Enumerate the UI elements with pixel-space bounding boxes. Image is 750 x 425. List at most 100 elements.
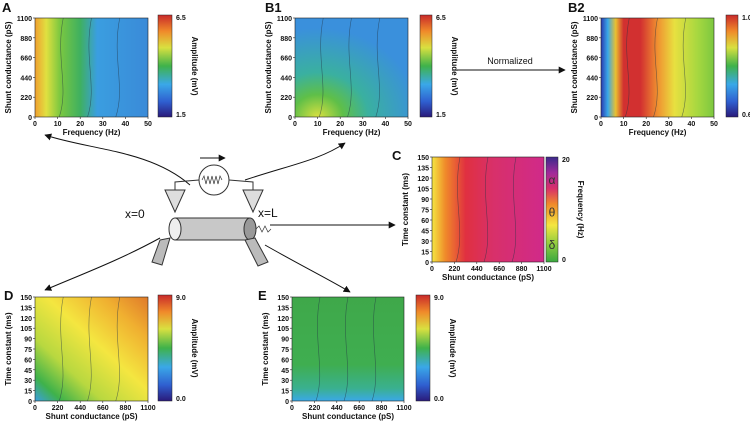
colorbar-label: Amplitude (mV) <box>190 318 199 377</box>
y-tick-label: 15 <box>281 389 289 396</box>
y-tick-label: 880 <box>586 36 598 43</box>
x-axis-label: Shunt conductance (pS) <box>46 412 138 421</box>
colorbar-tick-label: 6.5 <box>176 15 186 22</box>
contour <box>483 156 489 263</box>
colorbar <box>545 156 559 263</box>
y-tick-label: 660 <box>20 56 32 63</box>
x-tick-label: 40 <box>122 121 130 128</box>
x-tick-label: 0 <box>33 121 37 128</box>
y-tick-label: 45 <box>281 368 289 375</box>
x-tick-label: 1100 <box>140 405 155 412</box>
y-tick-label: 90 <box>24 337 32 344</box>
x-tick-label: 10 <box>54 121 62 128</box>
y-tick-label: 150 <box>417 155 429 162</box>
panel-label: E <box>258 288 267 303</box>
panel-label: A <box>2 0 12 15</box>
colorbar-label: Amplitude (mV) <box>190 36 199 95</box>
x-tick-label: 880 <box>516 266 528 273</box>
colorbar-symbol: δ <box>549 238 556 252</box>
x-tick-label: 0 <box>290 405 294 412</box>
y-tick-label: 105 <box>417 187 429 194</box>
colorbar <box>157 294 173 402</box>
y-tick-label: 1100 <box>583 16 598 23</box>
x-tick-label: 220 <box>52 405 64 412</box>
x-tick-label: 0 <box>33 405 37 412</box>
x-tick-label: 20 <box>642 121 650 128</box>
y-axis-label: Time constant (ms) <box>4 312 13 386</box>
x-tick-label: 30 <box>99 121 107 128</box>
contour <box>115 17 121 118</box>
y-tick-label: 15 <box>24 389 32 396</box>
contour <box>371 296 377 402</box>
colorbar-tick-label: 1.5 <box>436 112 446 119</box>
colorbar-tick-label: 20 <box>562 157 570 164</box>
x-tick-label: 50 <box>404 121 412 128</box>
y-tick-label: 90 <box>421 197 429 204</box>
contour <box>115 296 121 402</box>
colorbar <box>725 14 739 118</box>
colorbar-tick-label: 6.5 <box>436 15 446 22</box>
panel-label: C <box>392 148 402 163</box>
colorbar-tick-label: 9.0 <box>434 295 444 302</box>
y-tick-label: 220 <box>280 95 292 102</box>
y-tick-label: 75 <box>421 208 429 215</box>
contour <box>624 17 630 118</box>
x-tick-label: 20 <box>336 121 344 128</box>
contour <box>315 296 321 402</box>
schematic: x=0 x=L <box>44 133 396 293</box>
heatmap <box>34 17 149 118</box>
y-axis-label: Shunt conductance (pS) <box>4 21 13 113</box>
y-tick-label: 120 <box>417 176 429 183</box>
contour <box>343 296 349 402</box>
y-tick-label: 15 <box>421 250 429 257</box>
x-tick-label: 30 <box>665 121 673 128</box>
x-tick-label: 1100 <box>396 405 411 412</box>
right-label: x=L <box>258 206 278 220</box>
contour <box>58 296 64 402</box>
y-axis-label: Time constant (ms) <box>401 173 410 247</box>
contour <box>375 17 381 118</box>
y-tick-label: 150 <box>20 295 32 302</box>
y-tick-label: 660 <box>280 56 292 63</box>
contour <box>87 17 92 118</box>
y-tick-label: 120 <box>277 316 289 323</box>
y-tick-label: 90 <box>281 337 289 344</box>
y-tick-label: 60 <box>24 357 32 364</box>
heatmap <box>600 17 715 118</box>
x-tick-label: 440 <box>331 405 343 412</box>
x-tick-label: 220 <box>449 266 461 273</box>
x-tick-label: 10 <box>314 121 322 128</box>
heatmap <box>34 296 149 402</box>
x-tick-label: 10 <box>620 121 628 128</box>
x-tick-label: 660 <box>97 405 109 412</box>
x-tick-label: 50 <box>710 121 718 128</box>
x-axis-label: Frequency (Hz) <box>323 128 381 137</box>
x-tick-label: 20 <box>76 121 84 128</box>
y-tick-label: 105 <box>277 326 289 333</box>
colorbar-label: Frequency (Hz) <box>576 181 585 239</box>
colorbar-tick-label: 1.0 <box>742 15 750 22</box>
panel-label: D <box>4 288 13 303</box>
colorbar-label: Amplitude (mV) <box>450 36 459 95</box>
panel-label: B1 <box>265 0 282 15</box>
x-tick-label: 30 <box>359 121 367 128</box>
y-tick-label: 440 <box>280 75 292 82</box>
y-tick-label: 660 <box>586 56 598 63</box>
left-label: x=0 <box>125 207 145 221</box>
x-tick-label: 40 <box>382 121 390 128</box>
y-tick-label: 880 <box>280 36 292 43</box>
y-tick-label: 30 <box>281 378 289 385</box>
x-tick-label: 660 <box>353 405 365 412</box>
x-tick-label: 880 <box>120 405 132 412</box>
x-axis-label: Frequency (Hz) <box>629 128 687 137</box>
arrow-label: Normalized <box>487 56 533 66</box>
x-tick-label: 0 <box>293 121 297 128</box>
y-tick-label: 0 <box>594 115 598 122</box>
y-tick-label: 220 <box>586 95 598 102</box>
y-tick-label: 30 <box>24 378 32 385</box>
y-tick-label: 45 <box>24 368 32 375</box>
colorbar-tick-label: 1.5 <box>176 112 186 119</box>
colorbar-tick-label: 0.0 <box>176 396 186 403</box>
y-tick-label: 75 <box>24 347 32 354</box>
